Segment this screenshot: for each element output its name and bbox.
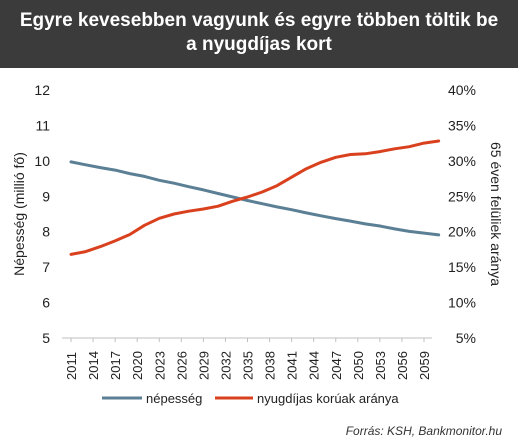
- x-tick-label: 2038: [263, 351, 278, 380]
- x-axis-ticks: 2011 2014 2017 2020 2023 2026 2029 2032 2035 2038…: [64, 338, 432, 380]
- left-tick-label: 10: [34, 153, 50, 169]
- x-tick-label: 2026: [174, 351, 189, 380]
- population-line: [69, 160, 441, 237]
- x-tick-label: 2050: [351, 351, 366, 380]
- x-tick-label: 2011: [64, 352, 79, 380]
- x-tick-label: 2023: [152, 351, 167, 380]
- left-tick-label: 7: [42, 259, 50, 275]
- x-tick-label: 2029: [196, 351, 211, 380]
- legend-label-population: népesség: [146, 391, 202, 406]
- left-tick-label: 5: [42, 330, 50, 346]
- x-tick-label: 2035: [241, 351, 256, 380]
- right-tick-label: 5%: [456, 330, 476, 346]
- right-tick-label: 10%: [448, 295, 476, 311]
- right-axis-ticks: 5% 10% 15% 20% 25% 30% 35% 40%: [448, 82, 476, 346]
- x-tick-label: 2014: [86, 351, 101, 380]
- left-tick-label: 6: [42, 295, 50, 311]
- left-tick-label: 8: [42, 224, 50, 240]
- retirement-share-line: [69, 139, 441, 256]
- left-tick-label: 9: [42, 188, 50, 204]
- x-tick-label: 2056: [395, 351, 410, 380]
- x-tick-label: 2032: [218, 351, 233, 380]
- legend: népesség nyugdíjas korúak aránya: [102, 391, 399, 406]
- left-tick-label: 11: [35, 117, 50, 133]
- x-tick-label: 2020: [130, 351, 145, 380]
- chart-header: Egyre kevesebben vagyunk és egyre többen…: [0, 0, 518, 68]
- source-note: Forrás: KSH, Bankmonitor.hu: [345, 424, 502, 438]
- x-tick-label: 2059: [417, 351, 432, 380]
- right-tick-label: 35%: [448, 117, 476, 133]
- right-tick-label: 20%: [448, 224, 476, 240]
- legend-label-retirement-share: nyugdíjas korúak aránya: [257, 391, 399, 406]
- chart-title-line-1: Egyre kevesebben vagyunk és egyre többen…: [19, 10, 499, 31]
- y-axis-label: Népesség (millió fő): [11, 152, 27, 276]
- line-chart: 5 6 7 8 9 10 11 12 5% 10% 15% 20% 25% 30% 35% 40% 2011…: [11, 82, 504, 406]
- x-tick-label: 2047: [329, 351, 344, 380]
- x-tick-label: 2041: [285, 351, 300, 380]
- left-axis-ticks: 5 6 7 8 9 10 11 12: [34, 82, 50, 346]
- secondary-y-axis-label: 65 éven felüliek aránya: [488, 142, 504, 286]
- right-tick-label: 30%: [448, 153, 476, 169]
- series-lines: [69, 139, 441, 256]
- right-tick-label: 25%: [448, 188, 476, 204]
- left-tick-label: 12: [34, 82, 50, 98]
- right-tick-label: 40%: [448, 82, 476, 98]
- x-tick-label: 2017: [108, 351, 123, 380]
- x-tick-label: 2053: [373, 351, 388, 380]
- x-tick-label: 2044: [307, 351, 322, 380]
- right-tick-label: 15%: [448, 259, 476, 275]
- chart-title-line-2: a nyugdíjas kort: [186, 34, 332, 55]
